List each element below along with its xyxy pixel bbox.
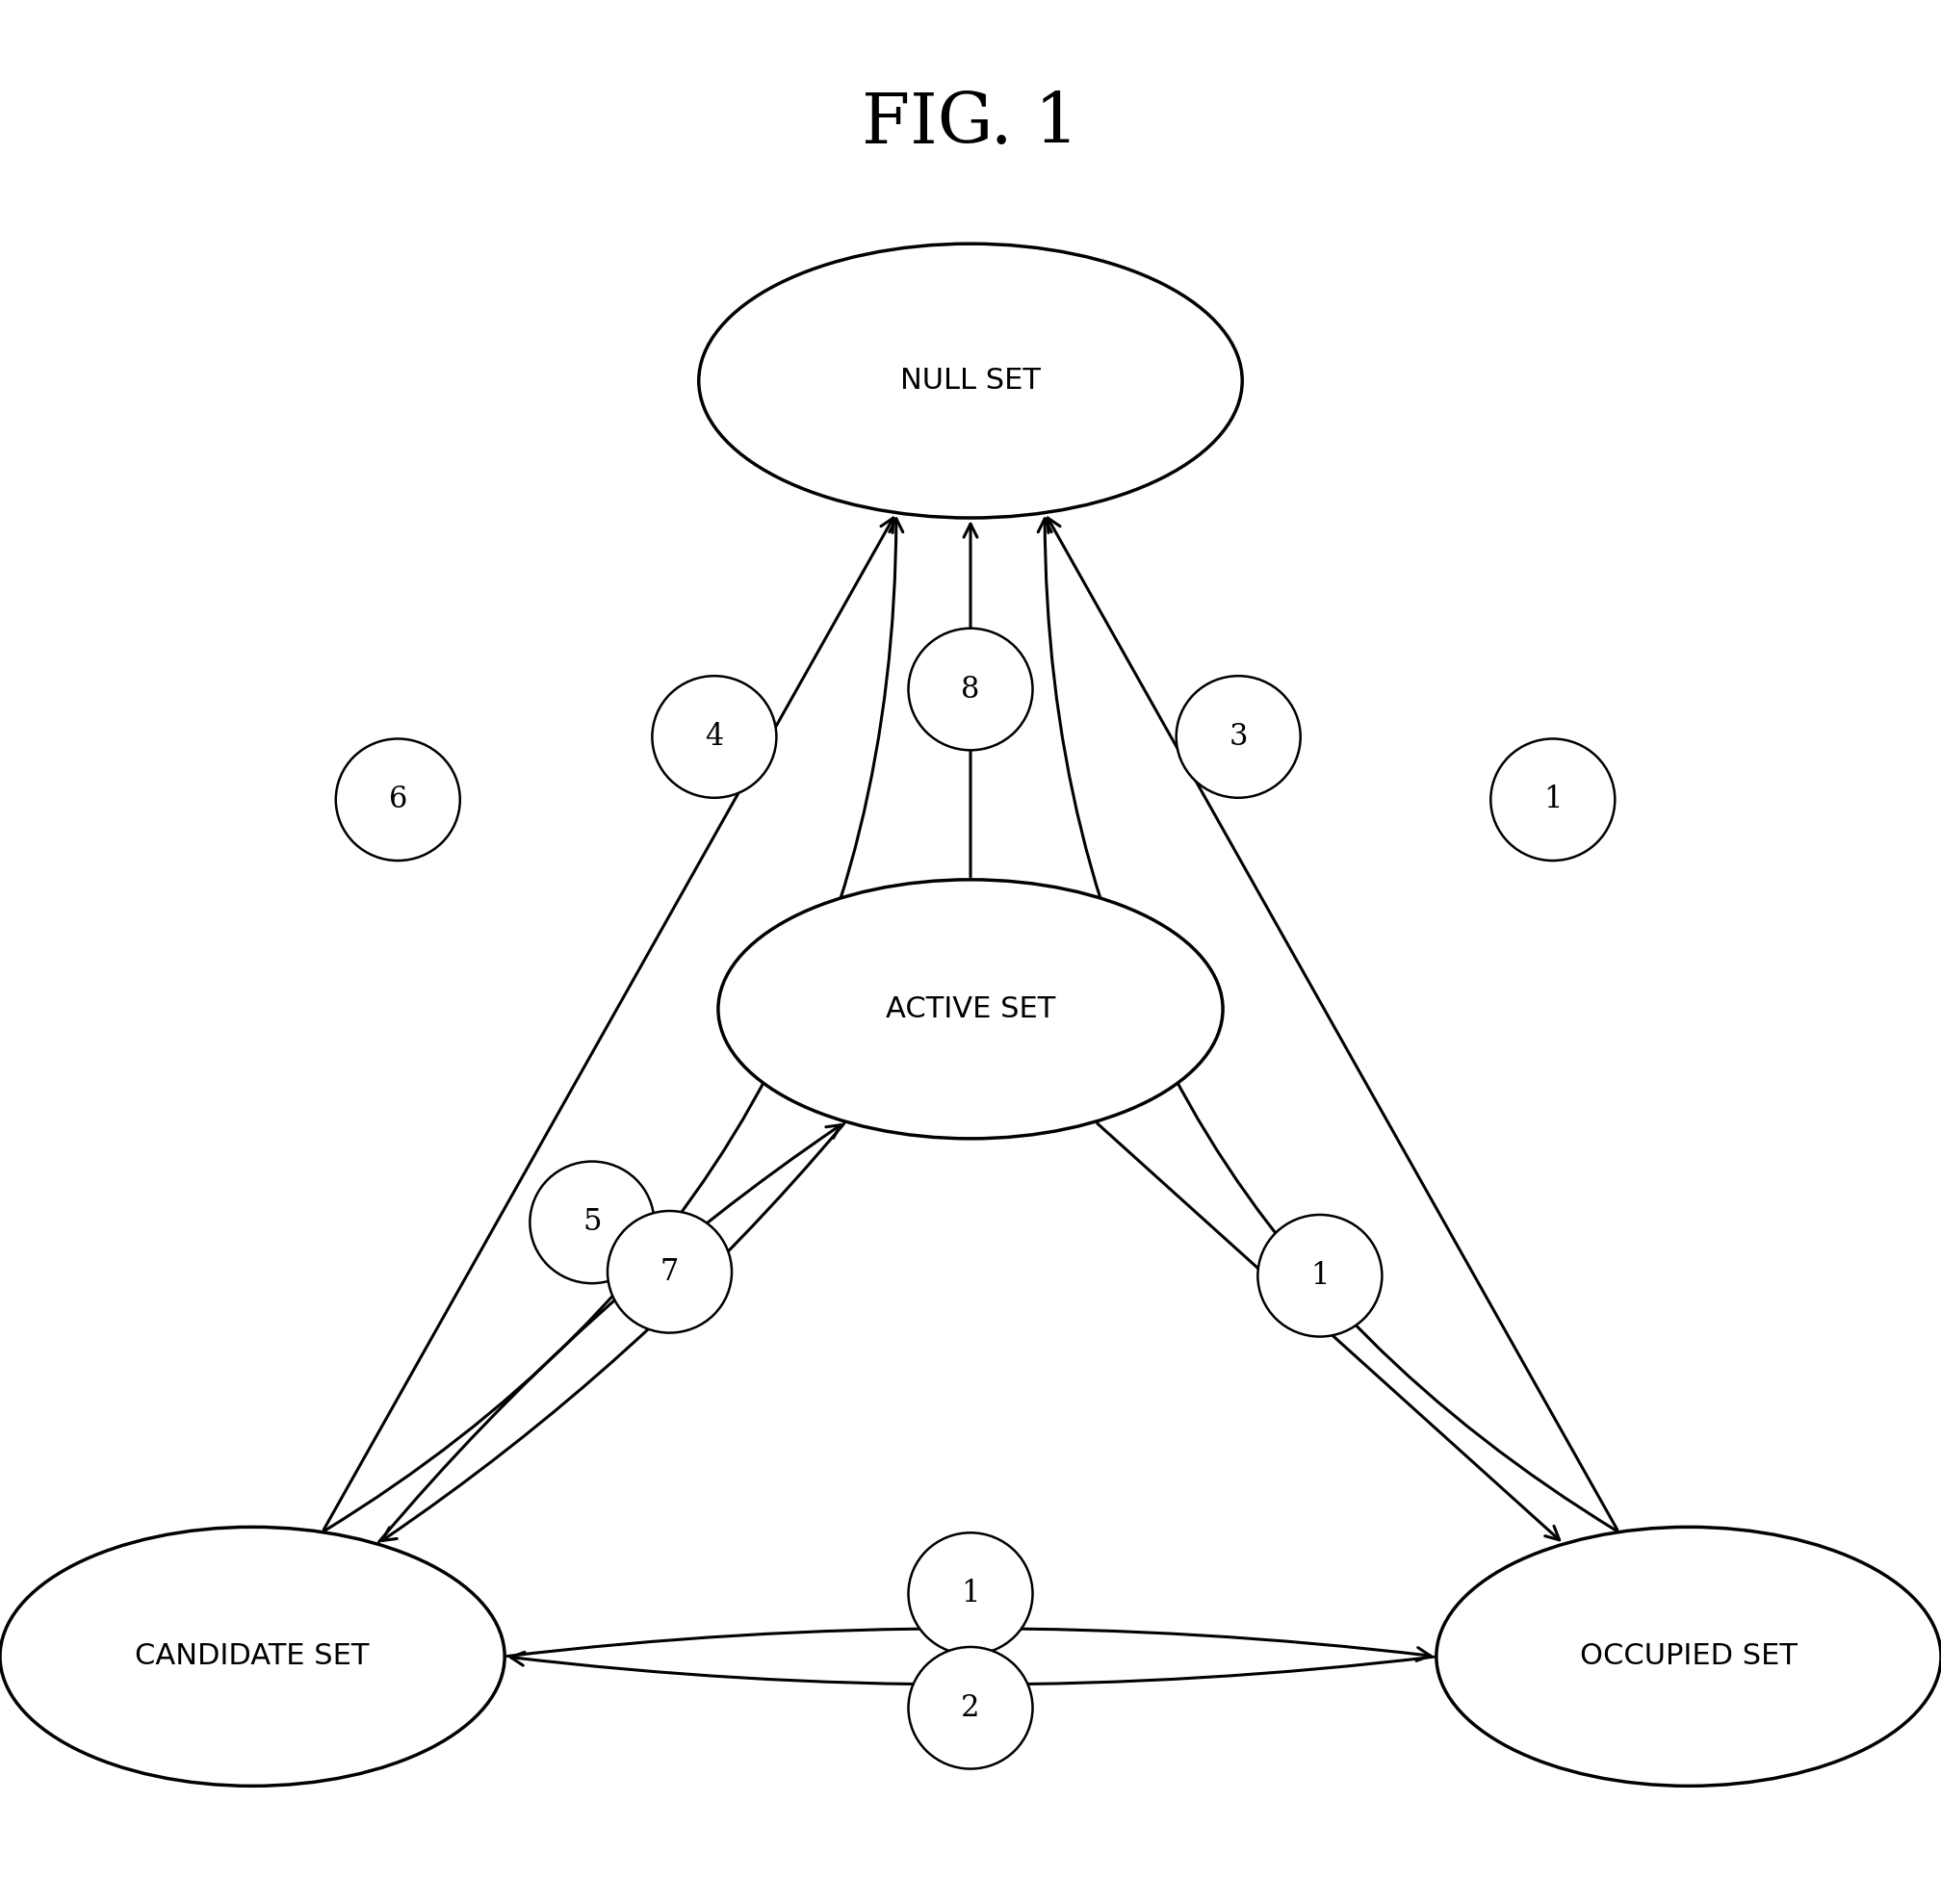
Circle shape [336,739,460,861]
Circle shape [908,628,1033,750]
Circle shape [530,1161,654,1283]
Circle shape [908,1533,1033,1655]
Text: FIG. 1: FIG. 1 [862,89,1079,158]
Text: 1: 1 [961,1578,980,1609]
Circle shape [1491,739,1615,861]
Circle shape [908,1647,1033,1769]
Ellipse shape [699,244,1242,518]
Ellipse shape [0,1527,505,1786]
Text: 7: 7 [660,1257,679,1287]
Text: CANDIDATE SET: CANDIDATE SET [136,1643,369,1670]
Circle shape [652,676,776,798]
Circle shape [1258,1215,1382,1337]
Text: 1: 1 [1310,1260,1330,1291]
Ellipse shape [1436,1527,1941,1786]
Text: 2: 2 [961,1693,980,1723]
Ellipse shape [718,880,1223,1139]
Text: 6: 6 [388,784,408,815]
Text: ACTIVE SET: ACTIVE SET [885,996,1056,1022]
Text: 4: 4 [705,722,724,752]
Text: 1: 1 [1543,784,1563,815]
Text: NULL SET: NULL SET [901,367,1040,394]
Text: OCCUPIED SET: OCCUPIED SET [1580,1643,1797,1670]
Text: 3: 3 [1229,722,1248,752]
Text: 8: 8 [961,674,980,704]
Text: 5: 5 [582,1207,602,1238]
Circle shape [1176,676,1300,798]
Circle shape [608,1211,732,1333]
